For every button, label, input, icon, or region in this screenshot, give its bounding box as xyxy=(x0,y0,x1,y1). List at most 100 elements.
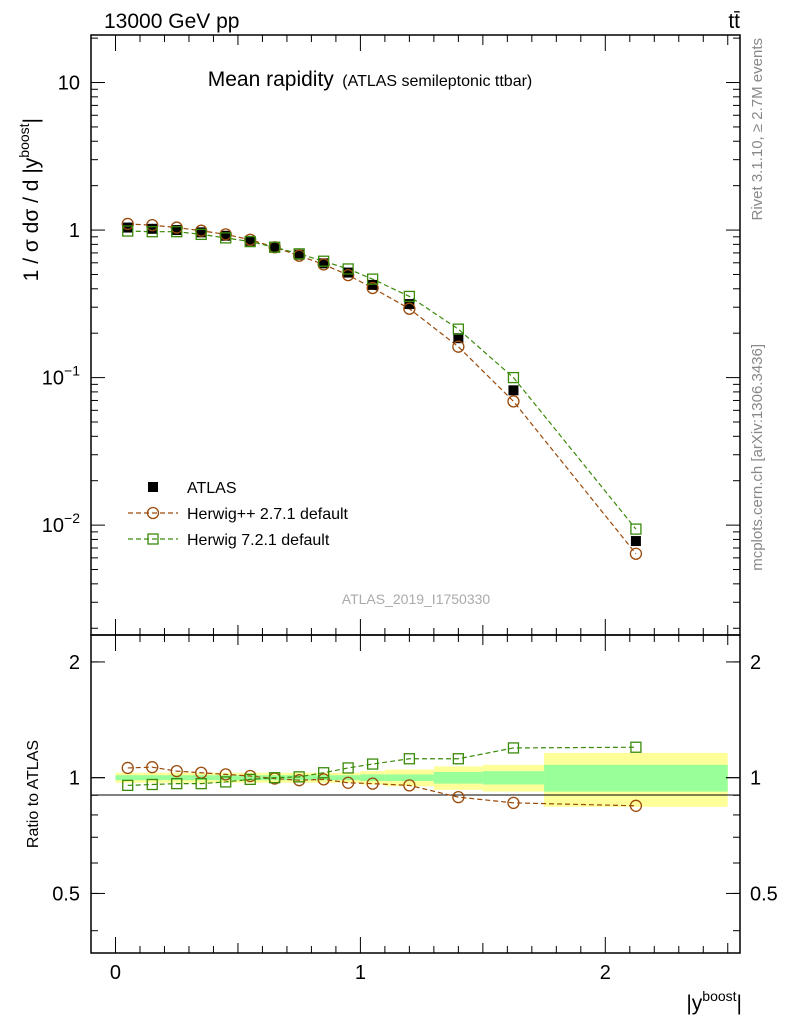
data-point xyxy=(171,225,182,236)
data-point xyxy=(367,279,378,290)
header-right-label: tt̄ xyxy=(728,10,740,33)
data-point xyxy=(630,536,641,547)
ratio-data-point xyxy=(146,761,159,774)
data-point xyxy=(195,228,207,241)
legend-marker xyxy=(148,482,158,492)
ratio-band-inner xyxy=(213,775,238,781)
ratio-data-point xyxy=(366,777,379,790)
ratio-lines xyxy=(127,746,636,807)
ratio-data-point xyxy=(219,768,232,781)
series-line xyxy=(127,230,637,530)
data-point xyxy=(244,235,256,248)
legend-marker xyxy=(146,506,160,520)
ratio-y-axis-label: Ratio to ATLAS xyxy=(25,740,42,848)
data-point xyxy=(146,226,158,238)
y-tick-label: 10 xyxy=(58,73,80,95)
ratio-data-point xyxy=(244,773,256,786)
data-point xyxy=(147,223,158,234)
ratio-data-point xyxy=(122,779,134,792)
data-point xyxy=(452,340,465,353)
ratio-data-point xyxy=(342,762,354,774)
ratio-data-point xyxy=(220,776,232,788)
mcplots-label: mcplots.cern.ch [arXiv:1306.3436] xyxy=(749,344,766,571)
ratio-y-tick-label-right: 2 xyxy=(750,652,761,674)
data-point xyxy=(220,232,232,244)
ratio-band-inner xyxy=(139,775,165,781)
data-point xyxy=(122,222,133,233)
data-point xyxy=(453,333,464,344)
analysis-id-label: ATLAS_2019_I1750330 xyxy=(342,591,491,607)
ratio-data-point xyxy=(630,741,642,753)
header-left-label: 13000 GeV pp xyxy=(104,10,239,33)
data-point xyxy=(196,227,207,238)
ratio-data-point xyxy=(507,742,520,754)
ratio-data-point xyxy=(171,777,183,790)
main-lines xyxy=(127,223,637,555)
data-point xyxy=(269,241,281,253)
ratio-data-point xyxy=(629,799,643,812)
y-tick-label: 10−1 xyxy=(42,363,80,390)
ratio-frame xyxy=(90,634,741,954)
data-point xyxy=(403,302,416,315)
rivet-version-label: Rivet 3.1.10, ≥ 2.7M events xyxy=(749,38,766,221)
data-point xyxy=(294,249,305,260)
x-tick-label: 2 xyxy=(600,962,611,984)
ratio-data-point xyxy=(403,753,416,765)
main-title: Mean rapidity (ATLAS semileptonic ttbar) xyxy=(208,68,533,91)
ratio-data-point xyxy=(403,779,416,792)
ratio-data-point xyxy=(269,772,281,784)
ratio-y-tick-label: 1 xyxy=(69,768,80,790)
series-line xyxy=(127,223,637,555)
main-x-ticks xyxy=(90,35,729,635)
ratio-y-tick-label: 2 xyxy=(69,652,80,674)
main-panel: 10 1 10−1 10−2 Mean rapidity (ATLAS semilep… xyxy=(42,34,741,636)
x-tick-label: 0 xyxy=(110,962,121,984)
data-point xyxy=(629,547,643,560)
data-point xyxy=(122,225,134,237)
ratio-data-point xyxy=(170,764,183,778)
main-markers xyxy=(121,217,643,560)
data-point xyxy=(508,385,519,396)
x-axis-label-sup: boost xyxy=(702,988,736,1004)
ratio-data-point xyxy=(342,776,355,789)
ratio-band-inner xyxy=(544,764,728,792)
ratio-band-inner xyxy=(384,774,434,782)
y-tick-label: 10−2 xyxy=(42,510,80,537)
x-axis-label: |yboost| xyxy=(686,988,742,1015)
data-point xyxy=(366,273,379,285)
ratio-data-point xyxy=(507,796,520,810)
ratio-band-inner xyxy=(482,771,545,785)
ratio-y-tick-label-right: 0.5 xyxy=(750,883,778,905)
data-point xyxy=(293,248,305,260)
ratio-data-point xyxy=(121,761,134,775)
y-tick-label: 1 xyxy=(69,220,80,242)
x-tick-label: 1 xyxy=(355,962,366,984)
data-point xyxy=(507,395,520,408)
data-point xyxy=(366,281,379,295)
data-point xyxy=(342,268,355,282)
ratio-panel: 2 2 1 1 0.5 0.5 0 1 2 xyxy=(52,634,778,984)
data-point xyxy=(403,290,416,303)
ratio-x-ticks: 0 1 2 xyxy=(90,635,729,984)
main-y-axis-label-text: 1 / σ dσ / d |y xyxy=(20,157,43,281)
main-subtitle-text: (ATLAS semileptonic ttbar) xyxy=(342,73,532,90)
data-point xyxy=(507,371,520,384)
legend-label: Herwig 7.2.1 default xyxy=(187,532,330,549)
data-point xyxy=(171,226,183,238)
data-point xyxy=(630,523,642,535)
legend: ATLAS Herwig++ 2.7.1 default Herwig 7.2.1 … xyxy=(128,480,349,549)
ratio-data-point xyxy=(317,773,330,786)
main-y-axis-label: 1 / σ dσ / d |yboost| xyxy=(16,118,43,281)
ratio-band-inner xyxy=(286,775,312,781)
main-y-axis-label-sup: boost xyxy=(16,123,32,157)
legend-label: Herwig++ 2.7.1 default xyxy=(187,506,349,523)
data-point xyxy=(121,217,134,231)
ratio-series-line xyxy=(127,766,636,807)
ratio-data-point xyxy=(366,758,379,770)
data-point xyxy=(343,267,354,278)
x-axis-label-end: | xyxy=(737,992,742,1015)
ratio-series-line xyxy=(127,746,636,786)
ratio-y-tick-label-right: 1 xyxy=(750,768,761,790)
data-point xyxy=(220,230,231,241)
